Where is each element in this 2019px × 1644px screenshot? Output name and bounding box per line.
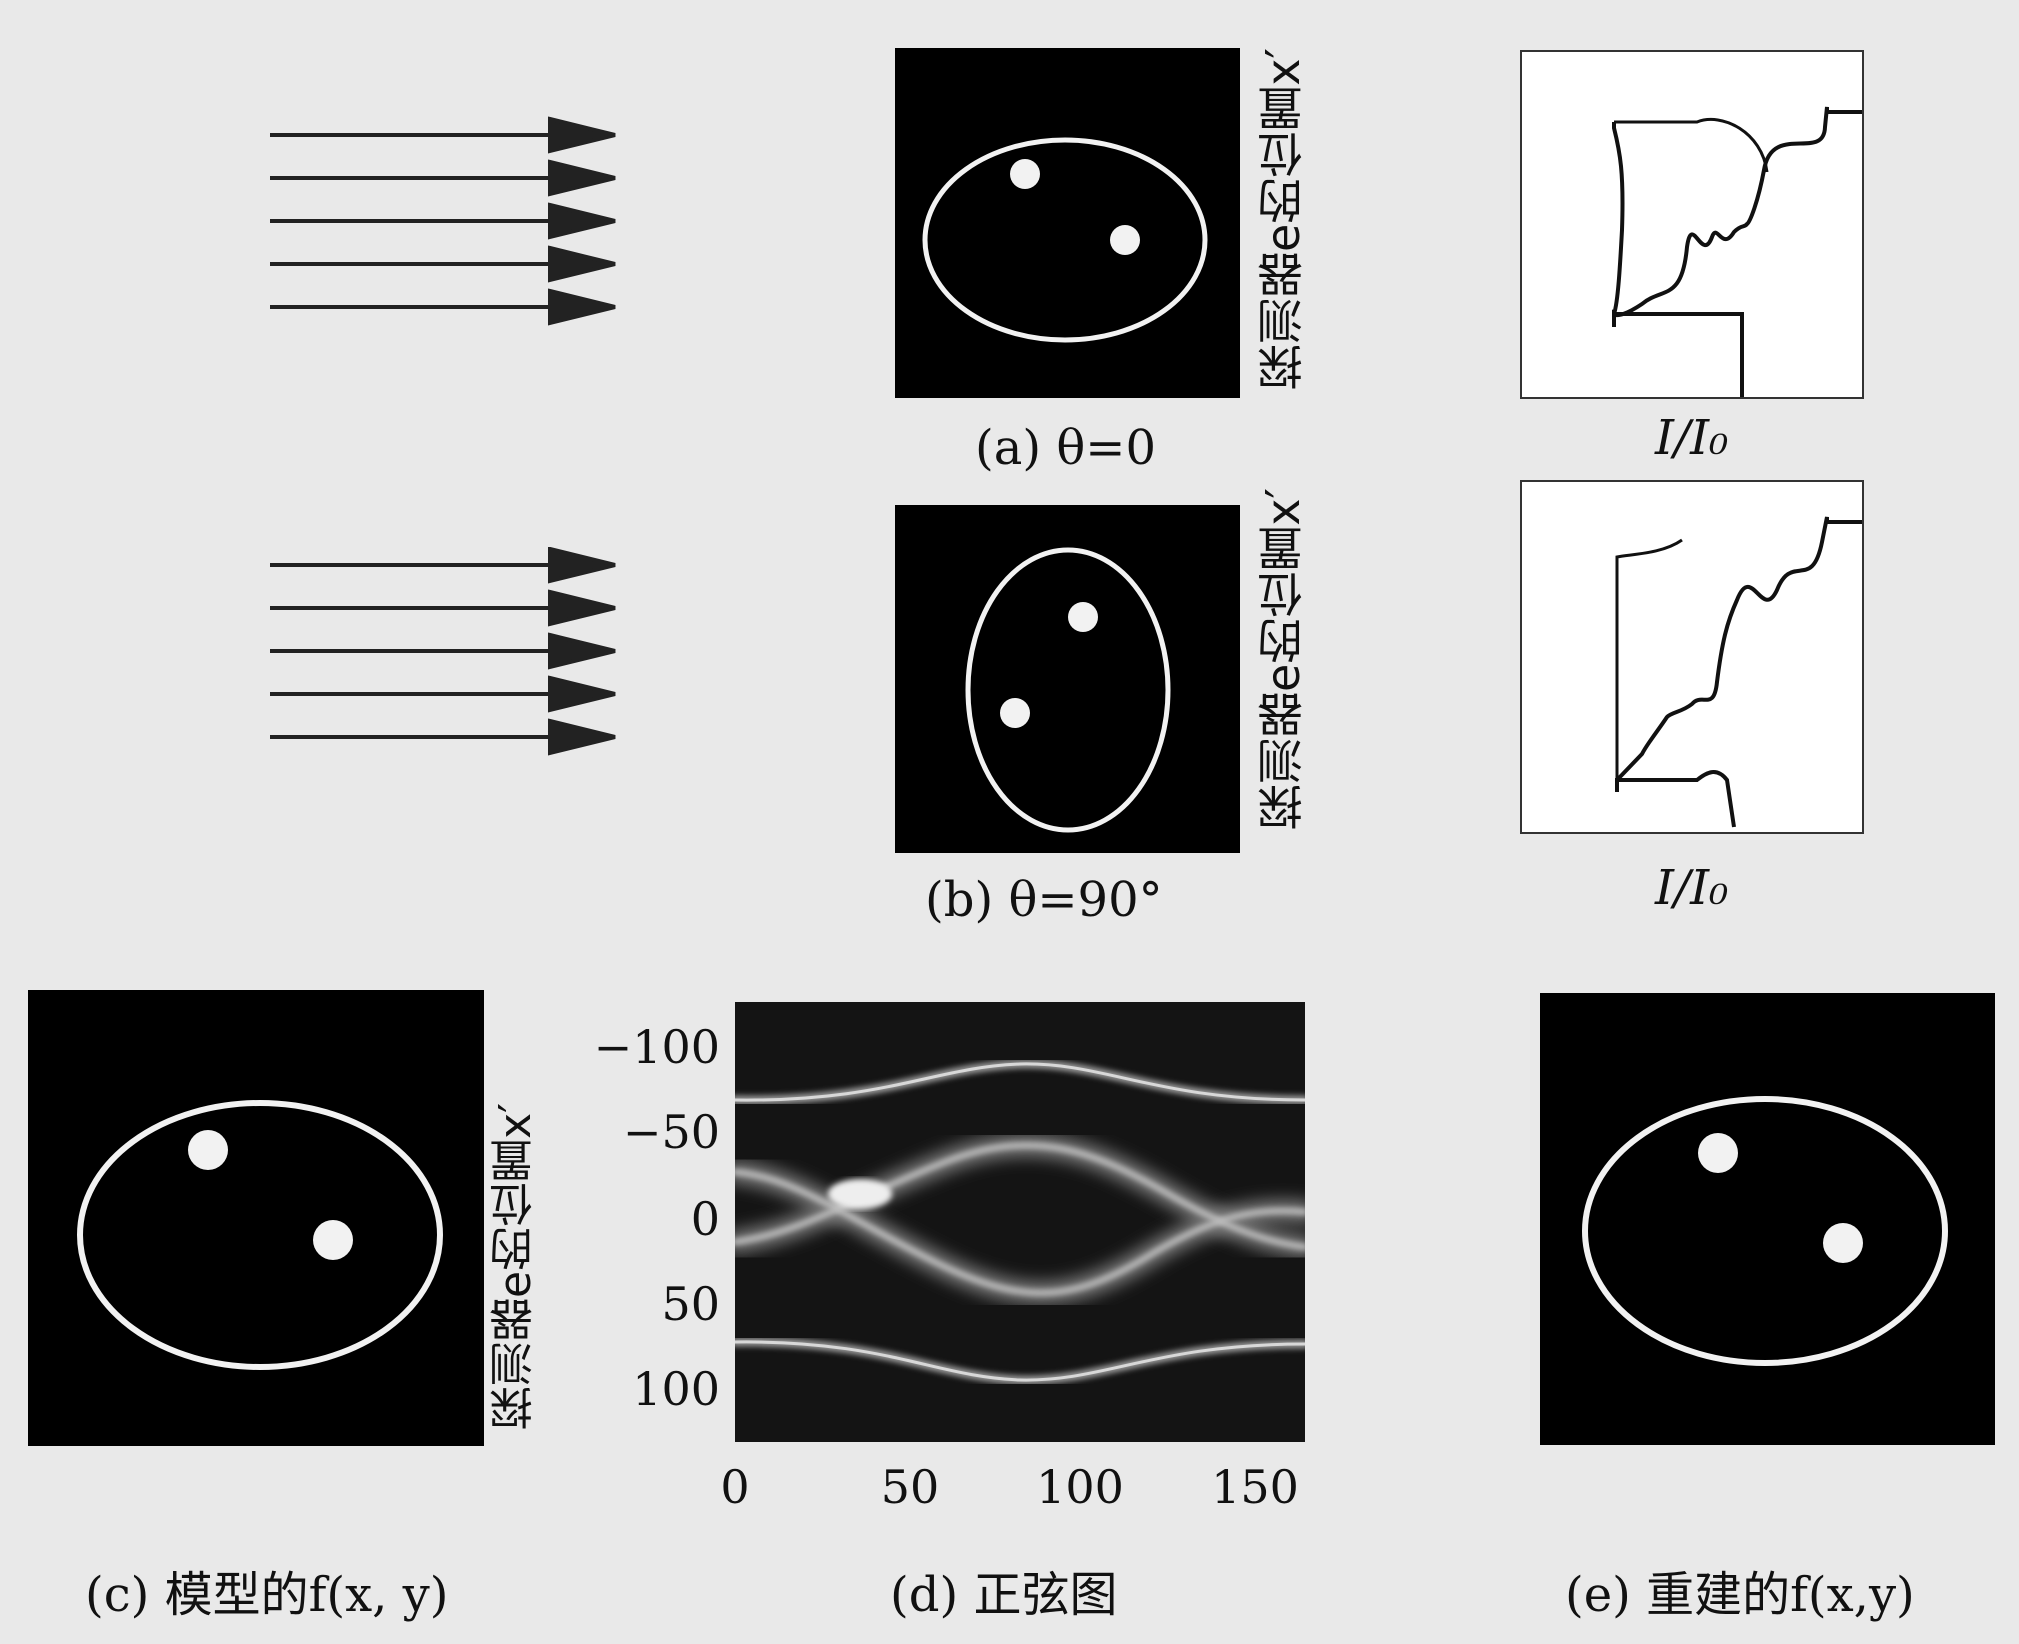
phantom-panel-a [895,48,1240,398]
xtick-0: 0 [720,1460,750,1514]
model-phantom-panel [28,990,484,1446]
detector-label-a: 探测器e的位置x′ [1256,48,1310,390]
profile-plot-b [1520,480,1864,834]
sinogram-panel [735,1002,1305,1442]
detector-label-b: 探测器e的位置x′ [1256,488,1310,830]
beam-arrows-b [270,547,616,756]
profile-plot-a [1520,50,1864,399]
caption-a: (a) θ=0 [975,420,1156,476]
ytick-0: 0 [690,1192,720,1246]
caption-c: (c) 模型的f(x, y) [85,1567,449,1623]
caption-b: (b) θ=90° [925,872,1163,928]
ytick-neg100: −100 [593,1020,720,1074]
ytick-neg50: −50 [622,1105,720,1159]
profile-label-b: I/I₀ [1655,860,1729,916]
phantom-panel-b [895,505,1240,853]
xtick-100: 100 [1036,1460,1124,1514]
sinogram-ylabel: 探测器e的位置x′ [490,1102,541,1430]
profile-label-a: I/I₀ [1655,410,1729,466]
ytick-100: 100 [632,1362,720,1416]
xtick-150: 150 [1211,1460,1299,1514]
caption-e: (e) 重建的f(x,y) [1565,1567,1915,1623]
reconstructed-phantom-panel [1540,993,1995,1445]
ytick-50: 50 [661,1277,720,1331]
beam-arrows-a [270,116,616,326]
xtick-50: 50 [880,1460,940,1514]
caption-d: (d) 正弦图 [890,1567,1118,1623]
